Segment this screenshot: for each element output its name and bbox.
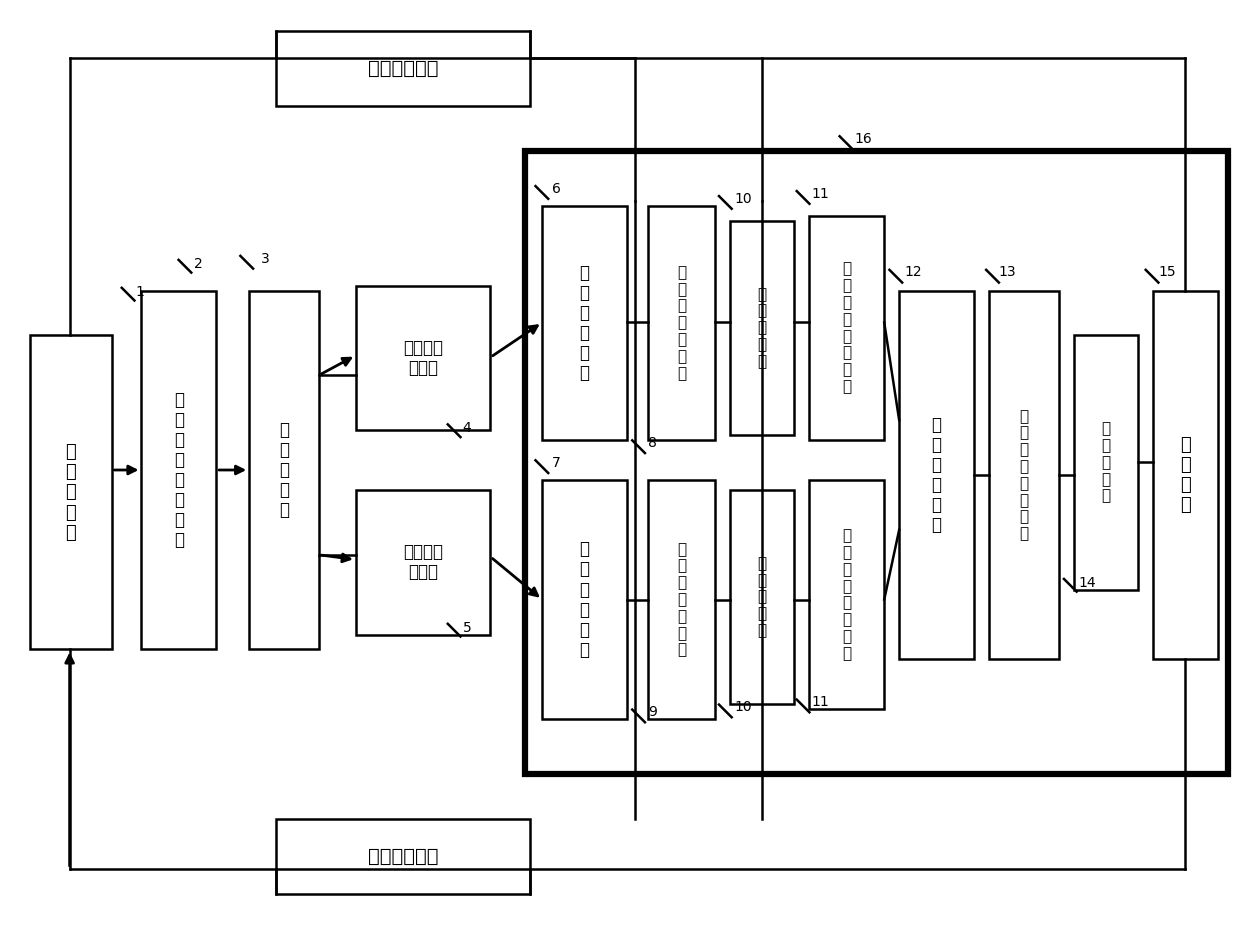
Bar xyxy=(141,290,216,650)
Text: 3: 3 xyxy=(262,252,270,266)
Bar xyxy=(1074,335,1138,590)
Text: 8: 8 xyxy=(649,436,657,450)
Bar xyxy=(990,290,1059,659)
Bar xyxy=(810,216,884,440)
Bar xyxy=(810,480,884,709)
Text: 力
矩
补
偿
电
机: 力 矩 补 偿 电 机 xyxy=(579,540,589,659)
Text: 力
矩
加
载
电
机: 力 矩 加 载 电 机 xyxy=(579,264,589,382)
Text: 11: 11 xyxy=(811,187,830,201)
Text: 主
控
计
算
机: 主 控 计 算 机 xyxy=(66,443,76,542)
Text: 2: 2 xyxy=(195,256,203,270)
Text: 信号采集系统: 信号采集系统 xyxy=(368,847,439,866)
Text: 11: 11 xyxy=(811,695,830,709)
Bar xyxy=(899,290,973,659)
Text: 测
试
舵
机: 测 试 舵 机 xyxy=(1180,436,1192,515)
Text: 力矩电机
驱动器: 力矩电机 驱动器 xyxy=(403,339,443,377)
Bar xyxy=(277,819,531,894)
Text: 信号采集系统: 信号采集系统 xyxy=(368,59,439,78)
Bar xyxy=(1153,290,1218,659)
Bar xyxy=(649,480,714,719)
Bar xyxy=(356,285,490,430)
Text: 加
载
力
矩
传
感
器: 加 载 力 矩 传 感 器 xyxy=(677,265,686,381)
Text: 9: 9 xyxy=(649,705,657,719)
Text: 12: 12 xyxy=(904,265,921,279)
Text: 转
速
传
感
器: 转 速 传 感 器 xyxy=(758,286,766,369)
Bar xyxy=(30,335,112,650)
Text: 输
出
总
力
矩
传
感
器: 输 出 总 力 矩 传 感 器 xyxy=(1019,408,1028,541)
Text: 补
偿
力
矩
传
感
器: 补 偿 力 矩 传 感 器 xyxy=(677,542,686,657)
Text: 永
磁
涡
流
传
动
机
构: 永 磁 涡 流 传 动 机 构 xyxy=(842,529,852,661)
Text: 补偿电机
驱动器: 补偿电机 驱动器 xyxy=(403,543,443,581)
Text: 4: 4 xyxy=(463,421,471,435)
Bar xyxy=(542,206,627,440)
Text: 10: 10 xyxy=(734,700,753,715)
Bar xyxy=(526,151,1228,774)
Text: 力
矩
传
递
装
置: 力 矩 传 递 装 置 xyxy=(931,416,941,534)
Bar xyxy=(729,221,795,435)
Bar xyxy=(249,290,319,650)
Text: 15: 15 xyxy=(1158,265,1176,279)
Text: 14: 14 xyxy=(1079,576,1096,590)
Text: 永
磁
涡
流
传
动
机
构: 永 磁 涡 流 传 动 机 构 xyxy=(842,262,852,394)
Text: 16: 16 xyxy=(854,132,872,146)
Text: 角
度
传
感
器: 角 度 传 感 器 xyxy=(1101,422,1111,503)
Text: 6: 6 xyxy=(552,182,560,196)
Text: 5: 5 xyxy=(463,621,471,635)
Bar xyxy=(729,490,795,704)
Text: 转
速
传
感
器: 转 速 传 感 器 xyxy=(758,556,766,639)
Bar xyxy=(542,480,627,719)
Bar xyxy=(356,490,490,635)
Bar xyxy=(277,31,531,106)
Bar xyxy=(649,206,714,440)
Text: 7: 7 xyxy=(552,456,560,470)
Text: 信
号
分
配
器: 信 号 分 配 器 xyxy=(279,421,289,519)
Text: 13: 13 xyxy=(999,265,1017,279)
Text: 1: 1 xyxy=(135,285,144,299)
Text: 10: 10 xyxy=(734,192,753,206)
Text: 双
电
机
协
同
控
制
器: 双 电 机 协 同 控 制 器 xyxy=(174,391,184,549)
